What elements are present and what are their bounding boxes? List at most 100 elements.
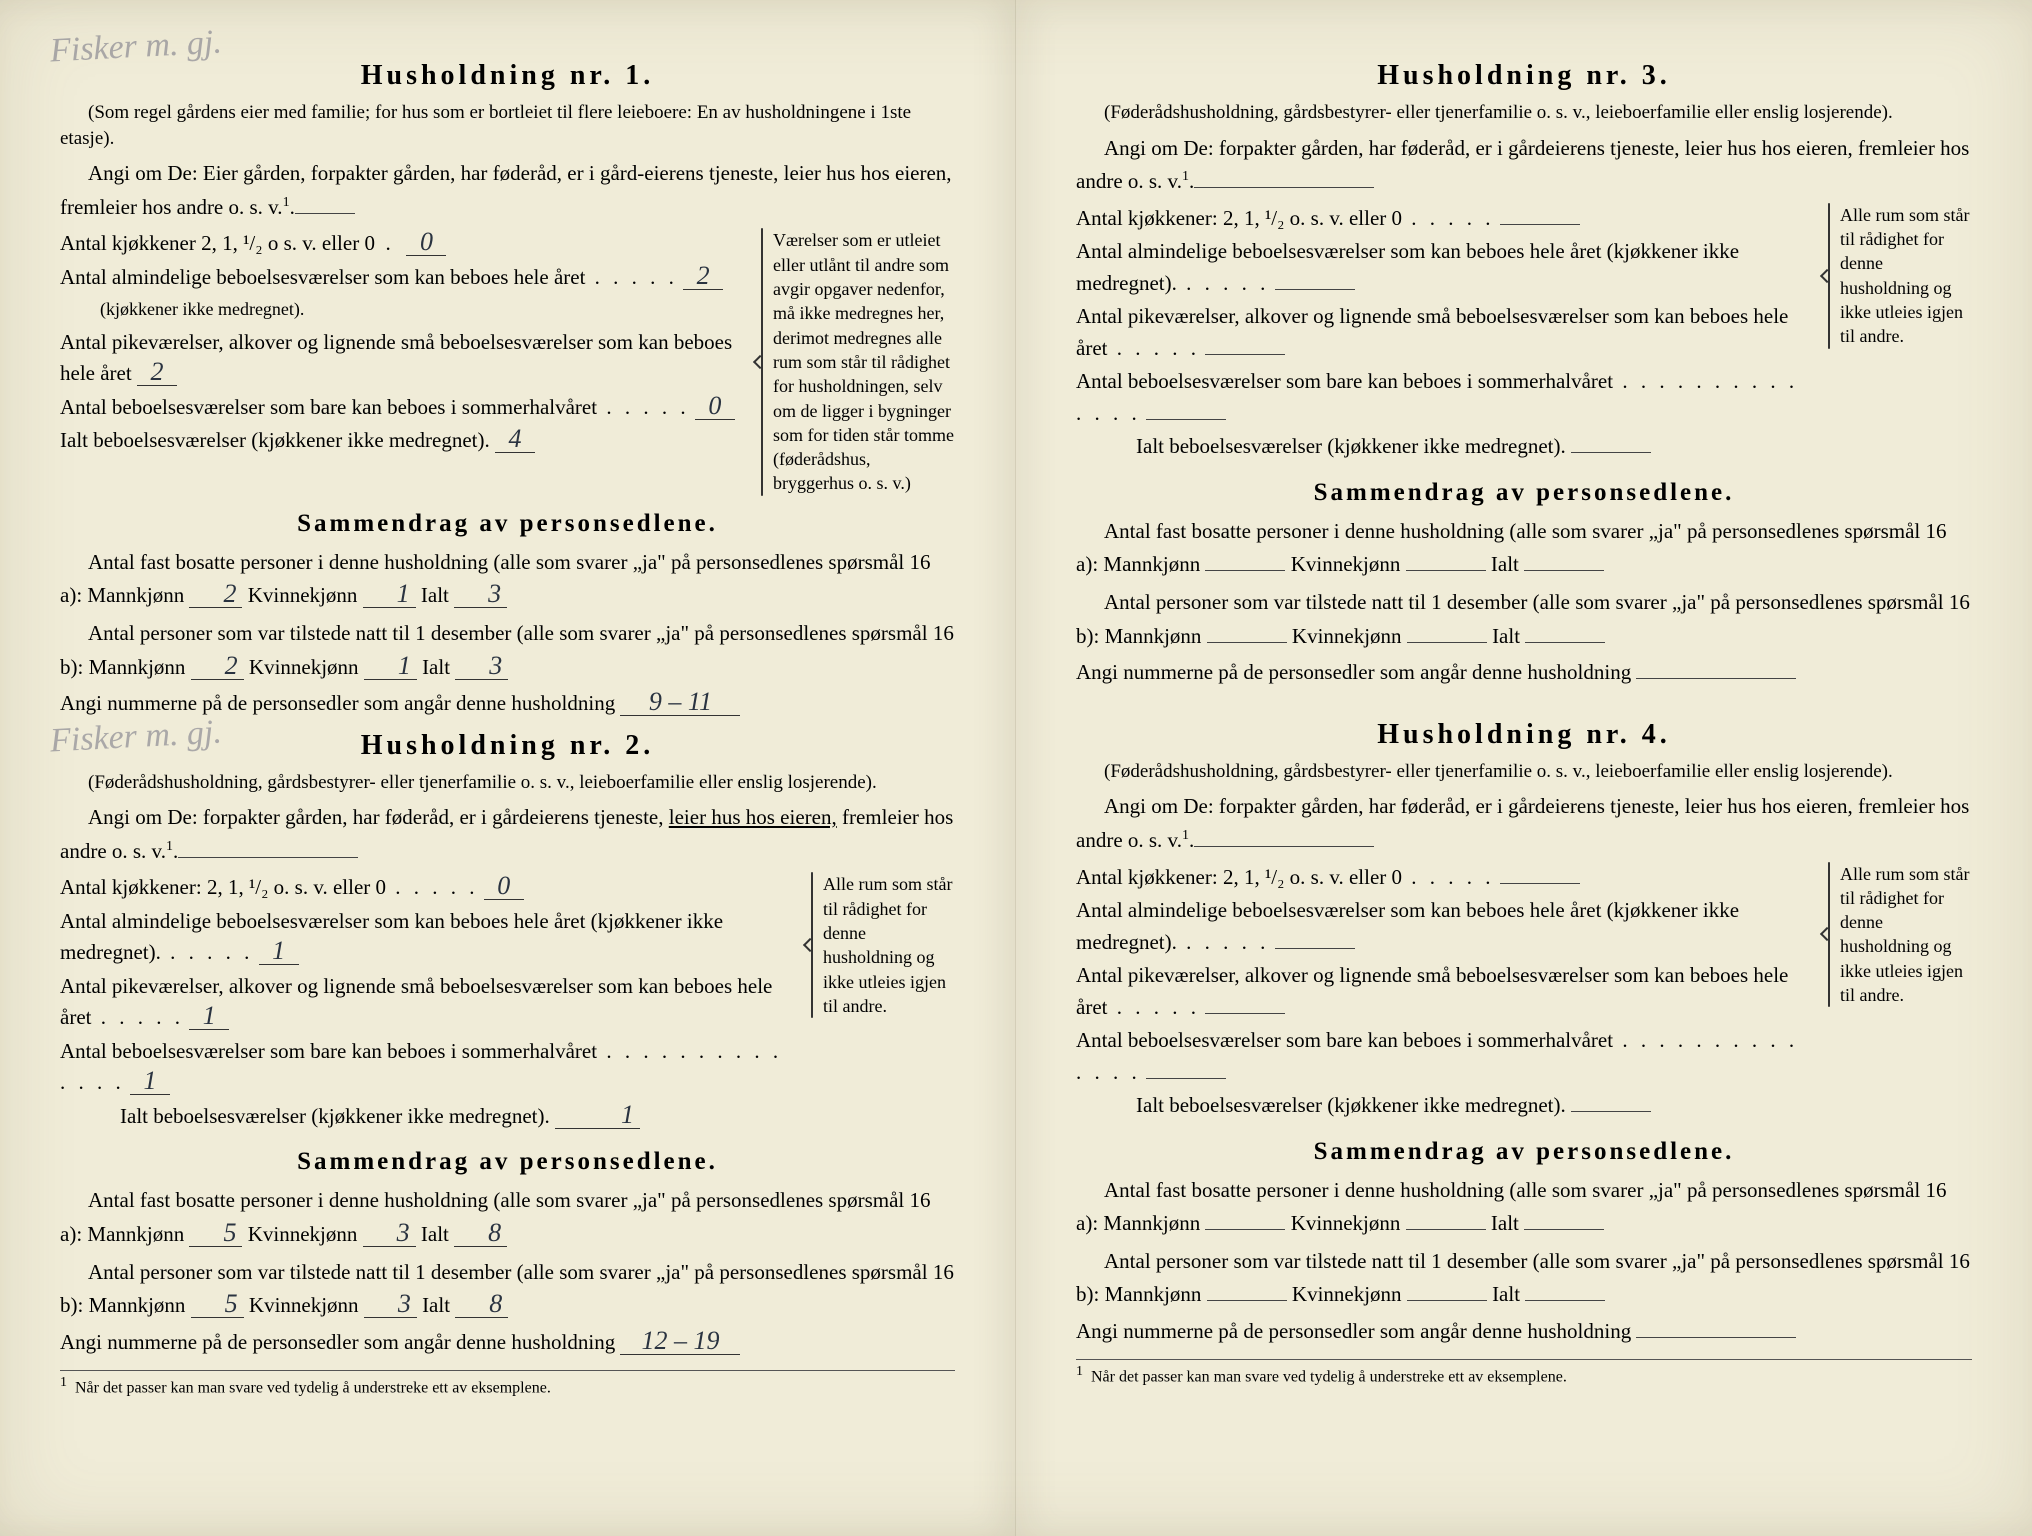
h4-questions-row: Antal kjøkkener: 2, 1, ¹/₂ o. s. v. elle… (1076, 862, 1972, 1124)
h3-p16b-k (1407, 622, 1487, 643)
h3-q-kitchens: Antal kjøkkener: 2, 1, ¹/₂ o. s. v. elle… (1076, 203, 1812, 235)
h2-angi-underlined: leier hus hos eieren, (669, 805, 837, 829)
h1-questions-row: Antal kjøkkener 2, 1, ¹/₂ o s. v. eller … (60, 228, 955, 495)
h2-p16a-k: 3 (363, 1220, 416, 1247)
h3-nummer: Angi nummerne på de personsedler som ang… (1076, 657, 1972, 689)
h3-angi: Angi om De: forpakter gården, har føderå… (1076, 132, 1972, 199)
h4-q-total: Ialt beboelsesværelser (kjøkkener ikke m… (1076, 1090, 1812, 1122)
sup-3: 1 (1182, 169, 1189, 184)
h4-p16b-m (1207, 1280, 1287, 1301)
h4-angi: Angi om De: forpakter gården, har føderå… (1076, 790, 1972, 857)
h3-nummer-pre: Angi nummerne på de personsedler som ang… (1076, 660, 1631, 684)
sup-4: 1 (1182, 828, 1189, 843)
h4-p16b: Antal personer som var tilstede natt til… (1076, 1245, 1972, 1312)
h2-p16b-m: 5 (191, 1291, 244, 1318)
h2-questions: Antal kjøkkener: 2, 1, ¹/₂ o. s. v. elle… (60, 872, 795, 1134)
h2-summary-title: Sammendrag av personsedlene. (60, 1148, 955, 1176)
h4-questions: Antal kjøkkener: 2, 1, ¹/₂ o. s. v. elle… (1076, 862, 1812, 1124)
h4-p16a-m (1205, 1209, 1285, 1230)
h2-q-summer-label: Antal beboelsesværelser som bare kan beb… (60, 1039, 597, 1063)
h3-p16a-k (1406, 550, 1486, 571)
h2-angi: Angi om De: forpakter gården, har føderå… (60, 801, 955, 868)
h3-v-rooms-year (1275, 269, 1355, 290)
h1-q-kitchens: Antal kjøkkener 2, 1, ¹/₂ o s. v. eller … (60, 228, 745, 260)
brace-icon (805, 872, 819, 1018)
fn-sup: 1 (60, 1375, 67, 1390)
h1-p16b-t: 3 (455, 653, 508, 680)
h3-summary-title: Sammendrag av personsedlene. (1076, 479, 1972, 507)
h2-v-summer: 1 (130, 1068, 170, 1095)
h3-q-maid: Antal pikeværelser, alkover og lignende … (1076, 301, 1812, 364)
h2-q-rooms-year-label: Antal almindelige beboelsesværelser som … (60, 909, 723, 965)
h1-p16a-t: 3 (454, 581, 507, 608)
h1-sidebar: Værelser som er utleiet eller utlånt til… (755, 228, 955, 495)
h1-v-total: 4 (495, 426, 535, 453)
h2-nummer: Angi nummerne på de personsedler som ang… (60, 1327, 955, 1359)
sup-1: 1 (283, 195, 290, 210)
h1-title: Husholdning nr. 1. (60, 60, 955, 92)
h3-v-total (1571, 432, 1651, 453)
h4-p16b-t (1525, 1280, 1605, 1301)
fn-text-r: Når det passer kan man svare ved tydelig… (1091, 1369, 1567, 1386)
sup-2: 1 (166, 839, 173, 854)
h1-summary-title: Sammendrag av personsedlene. (60, 510, 955, 538)
h2-q-rooms-year: Antal almindelige beboelsesværelser som … (60, 906, 795, 969)
left-page: Fisker m. gj. Husholdning nr. 1. (Som re… (0, 0, 1016, 1536)
lbl-kvinne-8: Kvinnekjønn (1292, 1282, 1402, 1306)
h4-sidebar-text: Alle rum som står til rådighet for denne… (1840, 864, 1969, 1005)
h2-v-rooms-year: 1 (259, 938, 299, 965)
h1-angi-text: Angi om De: Eier gården, forpakter gårde… (60, 161, 952, 219)
lbl-kvinne-2: Kvinnekjønn (249, 655, 359, 679)
h1-nummer-val: 9 – 11 (620, 689, 740, 716)
h1-subtitle: (Som regel gårdens eier med familie; for… (60, 100, 955, 151)
h4-p16b-k (1407, 1280, 1487, 1301)
lbl-kvinne-7: Kvinnekjønn (1291, 1211, 1401, 1235)
lbl-kvinne-4: Kvinnekjønn (249, 1293, 359, 1317)
lbl-kvinne-6: Kvinnekjønn (1292, 624, 1402, 648)
h1-p16a: Antal fast bosatte personer i denne hush… (60, 546, 955, 613)
h4-v-maid (1205, 993, 1285, 1014)
h2-p16b-t: 8 (455, 1291, 508, 1318)
h3-sidebar: Alle rum som står til rådighet for denne… (1822, 203, 1972, 349)
brace-icon (1822, 203, 1836, 349)
h1-v-summer: 0 (695, 393, 735, 420)
lbl-ialt-5: Ialt (1491, 552, 1519, 576)
h4-p16a-k (1406, 1209, 1486, 1230)
h4-q-total-label: Ialt beboelsesværelser (kjøkkener ikke m… (1136, 1093, 1566, 1117)
h2-angi-pre: Angi om De: forpakter gården, har føderå… (88, 805, 669, 829)
h3-p16b: Antal personer som var tilstede natt til… (1076, 586, 1972, 653)
h2-p16b: Antal personer som var tilstede natt til… (60, 1256, 955, 1323)
h1-p16a-k: 1 (363, 581, 416, 608)
footnote-left: 1 Når det passer kan man svare ved tydel… (60, 1370, 955, 1397)
h1-angi: Angi om De: Eier gården, forpakter gårde… (60, 157, 955, 224)
lbl-ialt: Ialt (421, 583, 449, 607)
h1-q-rooms-year: Antal almindelige beboelsesværelser som … (60, 262, 745, 325)
brace-icon (1822, 862, 1836, 1008)
lbl-kvinne-5: Kvinnekjønn (1291, 552, 1401, 576)
h1-p16b-k: 1 (364, 653, 417, 680)
h1-q-summer-label: Antal beboelsesværelser som bare kan beb… (60, 395, 597, 419)
h3-title: Husholdning nr. 3. (1076, 60, 1972, 92)
h1-questions: Antal kjøkkener 2, 1, ¹/₂ o s. v. eller … (60, 228, 745, 459)
h2-sidebar-text: Alle rum som står til rådighet for denne… (823, 874, 952, 1015)
h3-subtitle: (Føderådshusholdning, gårdsbestyrer- ell… (1076, 100, 1972, 126)
h3-questions-row: Antal kjøkkener: 2, 1, ¹/₂ o. s. v. elle… (1076, 203, 1972, 465)
footnote-right: 1 Når det passer kan man svare ved tydel… (1076, 1359, 1972, 1386)
h4-q-kitchens-label: Antal kjøkkener: 2, 1, ¹/₂ o. s. v. elle… (1076, 865, 1402, 889)
h3-questions: Antal kjøkkener: 2, 1, ¹/₂ o. s. v. elle… (1076, 203, 1812, 465)
h2-subtitle: (Føderådshusholdning, gårdsbestyrer- ell… (60, 770, 955, 796)
h2-q-total: Ialt beboelsesværelser (kjøkkener ikke m… (60, 1101, 795, 1133)
h3-v-kitchens (1500, 204, 1580, 225)
h4-p16a: Antal fast bosatte personer i denne hush… (1076, 1174, 1972, 1241)
lbl-kvinne-3: Kvinnekjønn (248, 1222, 358, 1246)
lbl-ialt-8: Ialt (1492, 1282, 1520, 1306)
h3-p16a-m (1205, 550, 1285, 571)
fn-sup-r: 1 (1076, 1364, 1083, 1379)
h2-p16a-m: 5 (189, 1220, 242, 1247)
h3-q-total-label: Ialt beboelsesværelser (kjøkkener ikke m… (1136, 434, 1566, 458)
fn-text: Når det passer kan man svare ved tydelig… (75, 1380, 551, 1397)
h3-p16a-t (1524, 550, 1604, 571)
h4-subtitle: (Føderådshusholdning, gårdsbestyrer- ell… (1076, 759, 1972, 785)
h1-v-kitchens: 0 (406, 229, 446, 256)
right-page: Husholdning nr. 3. (Føderådshusholdning,… (1016, 0, 2032, 1536)
